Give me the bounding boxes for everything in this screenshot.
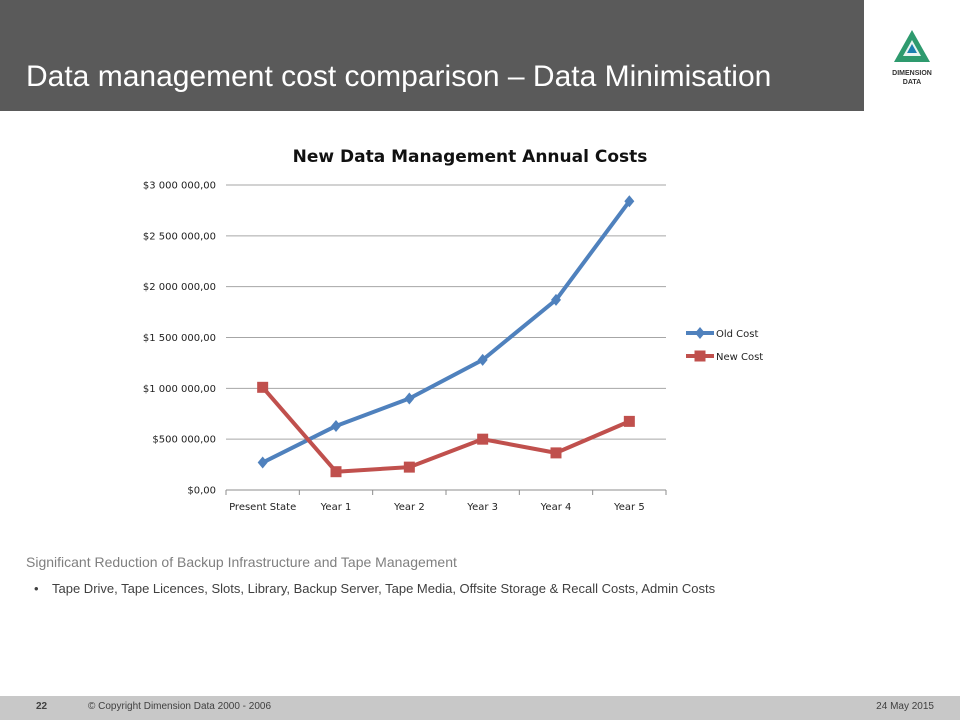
new-cost-point: [623, 415, 635, 427]
dimension-data-logo: DIMENSION DATA: [864, 0, 960, 111]
old-cost-point: [257, 456, 268, 469]
old-cost-point: [624, 195, 635, 208]
y-tick-label: $3 000 000,00: [143, 181, 216, 192]
old-cost-legend-label: Old Cost: [716, 329, 758, 340]
y-tick-label: $1 000 000,00: [143, 384, 216, 395]
y-tick-label: $0,00: [187, 486, 216, 497]
new-cost-point: [477, 433, 489, 445]
y-tick-label: $500 000,00: [152, 435, 216, 446]
page-number: 22: [36, 701, 48, 712]
bullet-glyph: •: [34, 581, 39, 596]
x-tick-label: Year 3: [466, 502, 498, 513]
x-tick-label: Present State: [229, 502, 296, 513]
x-tick-label: Year 4: [540, 502, 572, 513]
logo-text-line1: DIMENSION: [892, 70, 932, 77]
new-cost-point: [257, 381, 269, 393]
old-cost-point: [331, 419, 341, 432]
copyright-text: © Copyright Dimension Data 2000 - 2006: [88, 701, 272, 712]
bullet-text: Tape Drive, Tape Licences, Slots, Librar…: [52, 581, 716, 596]
footer-date: 24 May 2015: [876, 701, 934, 712]
bullet-item: • Tape Drive, Tape Licences, Slots, Libra…: [34, 581, 715, 596]
old-cost-point: [404, 392, 415, 405]
old-cost-line: [261, 200, 631, 465]
footer-bar: 22 © Copyright Dimension Data 2000 - 200…: [0, 696, 960, 720]
old-cost-legend-marker: [695, 327, 705, 339]
old-cost-point: [477, 353, 488, 366]
new-cost-legend-label: New Cost: [716, 352, 763, 363]
y-tick-label: $2 000 000,00: [143, 282, 216, 293]
old-cost-point: [551, 293, 561, 306]
summary-text: Significant Reduction of Backup Infrastr…: [26, 554, 457, 570]
new-cost-point: [330, 466, 342, 478]
x-tick-label: Year 2: [393, 502, 425, 513]
x-tick-label: Year 1: [320, 502, 352, 513]
new-cost-point: [550, 447, 562, 459]
y-tick-label: $2 500 000,00: [143, 231, 216, 242]
x-tick-label: Year 5: [613, 502, 645, 513]
slide-title: Data management cost comparison – Data M…: [26, 60, 772, 93]
new-cost-line: [261, 386, 631, 474]
cost-line-chart: New Data Management Annual Costs $0,00 $50…: [143, 147, 763, 513]
title-bar: Data management cost comparison – Data M…: [0, 0, 864, 111]
chart-title: New Data Management Annual Costs: [293, 147, 648, 167]
new-cost-legend-marker: [694, 350, 706, 362]
y-tick-label: $1 500 000,00: [143, 333, 216, 344]
new-cost-point: [403, 461, 415, 473]
logo-text-line2: DATA: [903, 79, 921, 86]
